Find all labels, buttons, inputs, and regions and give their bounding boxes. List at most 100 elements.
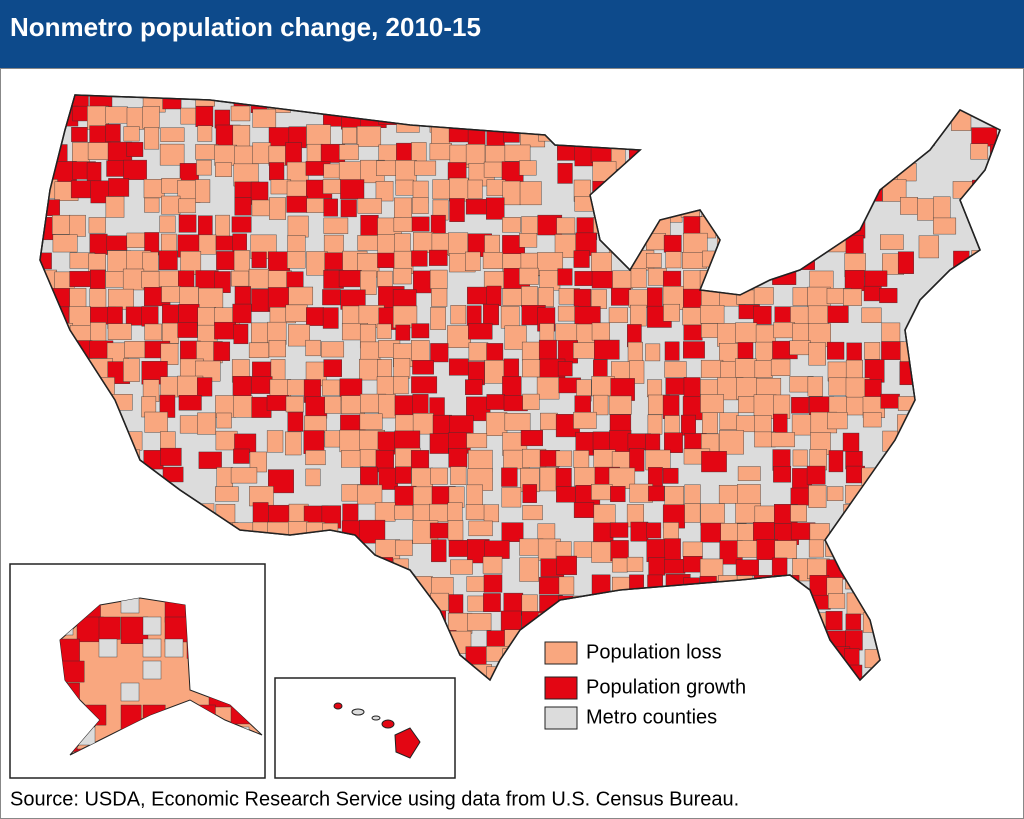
- county: [90, 269, 106, 290]
- county: [683, 613, 708, 629]
- county: [664, 538, 681, 563]
- hawaii-inset: [274, 677, 456, 779]
- county: [969, 686, 983, 701]
- county: [162, 466, 184, 483]
- county: [197, 412, 216, 435]
- county: [216, 540, 233, 560]
- county: [358, 594, 380, 613]
- county: [448, 358, 469, 376]
- county: [215, 162, 232, 177]
- county: [504, 683, 526, 697]
- county: [323, 359, 342, 377]
- county: [752, 647, 772, 669]
- county: [845, 106, 862, 131]
- county: [126, 232, 147, 248]
- county: [953, 412, 980, 433]
- county: [450, 95, 473, 105]
- county: [321, 341, 345, 358]
- county: [897, 627, 914, 651]
- county: [736, 232, 763, 252]
- county: [971, 502, 990, 526]
- county: [756, 145, 778, 162]
- county: [593, 359, 608, 378]
- county: [609, 522, 629, 538]
- county: [915, 359, 936, 382]
- county: [52, 486, 70, 503]
- county: [901, 683, 924, 701]
- county: [648, 485, 665, 502]
- county: [392, 289, 417, 308]
- county: [880, 393, 900, 409]
- county: [450, 305, 467, 325]
- county: [522, 393, 540, 410]
- county: [879, 557, 898, 581]
- county: [683, 556, 703, 573]
- county: [827, 196, 845, 213]
- county: [647, 143, 671, 159]
- county: [52, 505, 79, 525]
- county: [69, 521, 90, 539]
- county: [396, 628, 418, 649]
- county: [879, 106, 905, 130]
- county: [610, 486, 626, 503]
- county: [248, 268, 270, 289]
- county: [520, 430, 543, 447]
- county: [986, 360, 1000, 380]
- county: [537, 95, 556, 104]
- county: [719, 162, 737, 186]
- county: [699, 125, 724, 143]
- county: [900, 665, 918, 680]
- county: [430, 307, 446, 330]
- county: [486, 197, 505, 220]
- county: [304, 95, 326, 107]
- county: [40, 95, 54, 111]
- county: [844, 199, 862, 218]
- county: [144, 323, 162, 341]
- county: [411, 376, 438, 394]
- county: [971, 396, 990, 415]
- county: [806, 465, 826, 485]
- county: [483, 593, 501, 612]
- county: [933, 501, 951, 525]
- county: [502, 376, 522, 398]
- county: [501, 487, 522, 508]
- county: [629, 448, 645, 472]
- county: [896, 163, 917, 182]
- county: [232, 124, 251, 149]
- county: [771, 611, 790, 630]
- county: [431, 125, 451, 146]
- county: [231, 216, 252, 233]
- county: [412, 394, 429, 415]
- county: [754, 163, 778, 186]
- county: [53, 430, 69, 447]
- county: [610, 95, 637, 109]
- county: [989, 611, 1000, 629]
- island: [333, 702, 343, 710]
- county: [429, 249, 448, 266]
- county: [663, 143, 682, 161]
- county: [717, 268, 743, 292]
- county: [773, 466, 791, 483]
- county: [68, 485, 85, 503]
- county: [954, 648, 970, 670]
- county: [665, 108, 688, 131]
- county: [142, 251, 159, 272]
- county: [177, 540, 194, 557]
- county: [393, 267, 412, 285]
- county: [737, 611, 755, 634]
- county: [663, 234, 682, 253]
- county: [72, 467, 96, 485]
- county: [647, 379, 663, 398]
- county: [735, 217, 759, 241]
- county: [522, 484, 537, 503]
- county: [413, 232, 434, 253]
- county: [374, 612, 402, 629]
- county: [574, 271, 594, 286]
- county: [287, 215, 309, 238]
- county: [341, 127, 357, 144]
- county: [772, 268, 797, 285]
- county: [40, 341, 53, 364]
- county: [933, 394, 957, 417]
- county: [915, 105, 936, 126]
- county: [860, 142, 882, 167]
